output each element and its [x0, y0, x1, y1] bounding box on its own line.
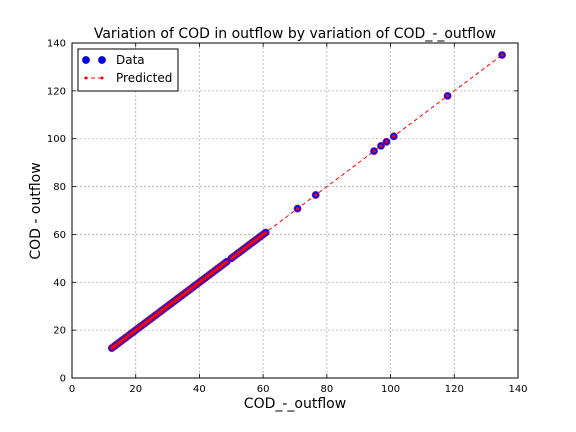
x-tick-labels: 0 20 40 60 80 100 120 140 [69, 384, 528, 395]
y-axis-label: COD - outflow [28, 162, 44, 259]
y-tick-label: 120 [47, 86, 66, 97]
legend-box [77, 48, 179, 92]
y-tick-label: 80 [53, 182, 66, 193]
legend-data-marker [82, 56, 90, 64]
x-tick-label: 40 [193, 384, 206, 395]
legend-data-marker [98, 56, 106, 64]
y-tick-label: 140 [47, 39, 66, 50]
predicted-point [225, 260, 229, 264]
predicted-point [314, 193, 318, 197]
axis-ticks [71, 42, 519, 379]
y-tick-label: 60 [53, 230, 66, 241]
y-tick-label: 100 [47, 134, 66, 145]
legend-predicted-label: Predicted [116, 71, 172, 85]
x-tick-label: 140 [508, 384, 527, 395]
x-tick-label: 120 [445, 384, 464, 395]
x-tick-label: 20 [129, 384, 142, 395]
chart-title: Variation of COD in outflow by variation… [94, 26, 496, 42]
x-tick-label: 100 [381, 384, 400, 395]
x-axis-label: COD_-_outflow [244, 396, 346, 412]
y-tick-label: 20 [53, 326, 66, 337]
plot-frame [71, 42, 519, 379]
x-tick-label: 0 [69, 384, 75, 395]
legend-data-label: Data [116, 53, 145, 67]
y-tick-labels: 0 20 40 60 80 100 120 140 [47, 39, 66, 385]
data-series [107, 51, 506, 352]
predicted-point [500, 53, 504, 57]
x-tick-label: 60 [257, 384, 270, 395]
predicted-point [384, 140, 389, 144]
predicted-point [445, 94, 450, 98]
y-tick-label: 0 [60, 374, 66, 385]
predicted-point [379, 144, 383, 148]
predicted-point [295, 206, 300, 211]
predicted-point [372, 149, 376, 153]
x-tick-label: 80 [320, 384, 333, 395]
legend-predicted-marker [84, 76, 88, 80]
legend-predicted-marker [100, 76, 104, 80]
y-tick-label: 40 [53, 278, 66, 289]
predicted-point [264, 230, 268, 235]
legend: Data Predicted [77, 48, 179, 92]
predicted-point [392, 134, 396, 138]
